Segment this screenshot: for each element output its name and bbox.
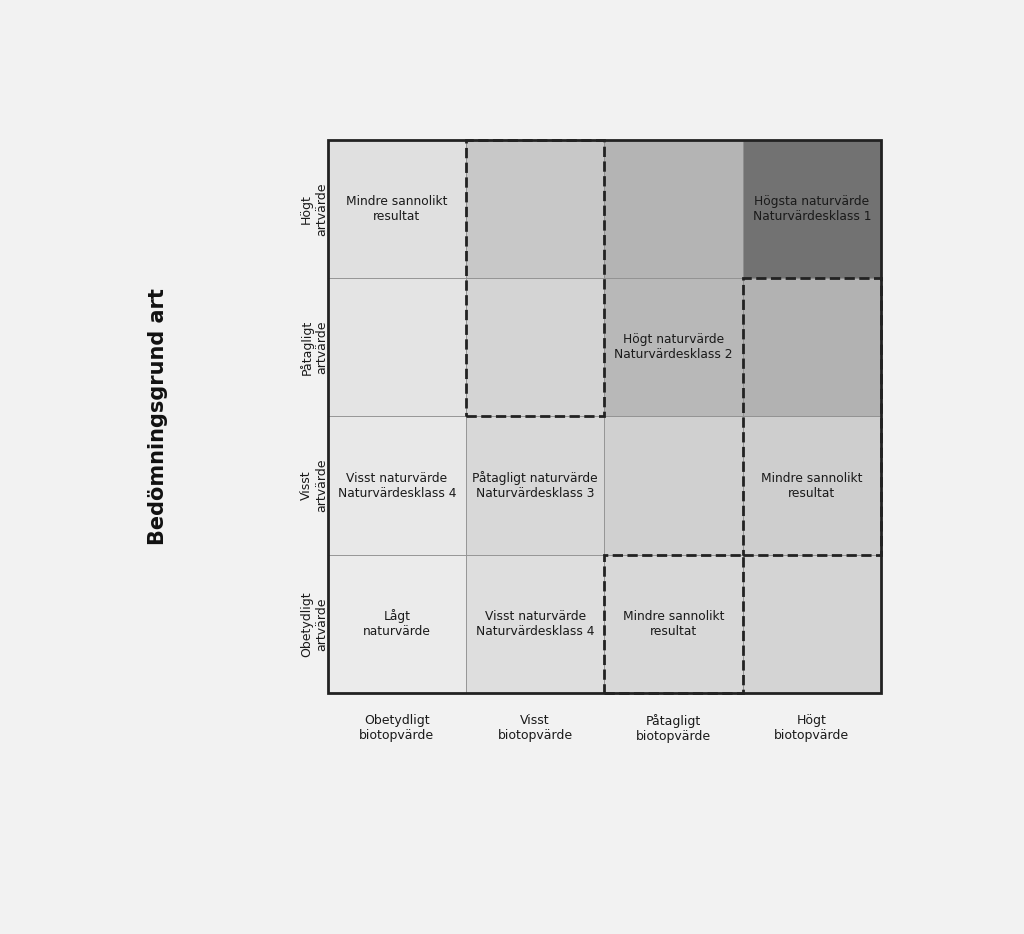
Bar: [466, 140, 604, 278]
Bar: [328, 278, 466, 417]
Bar: [604, 140, 742, 278]
Text: Högt
artvärde: Högt artvärde: [300, 182, 328, 235]
Text: Visst
biotopvärde: Visst biotopvärde: [498, 714, 572, 742]
Bar: [742, 140, 881, 278]
Bar: [742, 417, 881, 555]
Bar: [466, 278, 604, 417]
Bar: [328, 140, 466, 278]
Bar: [604, 417, 742, 555]
Bar: [466, 140, 604, 417]
Bar: [604, 555, 742, 693]
Bar: [328, 417, 466, 555]
Bar: [328, 555, 466, 693]
Bar: [604, 278, 742, 417]
Text: Påtagligt naturvärde
Naturvärdesklass 3: Påtagligt naturvärde Naturvärdesklass 3: [472, 471, 598, 500]
Text: Visst naturvärde
Naturvärdesklass 4: Visst naturvärde Naturvärdesklass 4: [476, 610, 594, 638]
Text: Högt naturvärde
Naturvärdesklass 2: Högt naturvärde Naturvärdesklass 2: [614, 333, 733, 361]
Text: Bedömningsgrund art: Bedömningsgrund art: [147, 288, 168, 545]
Text: Högt
biotopvärde: Högt biotopvärde: [774, 714, 849, 742]
Text: Mindre sannolikt
resultat: Mindre sannolikt resultat: [761, 472, 862, 500]
Bar: [466, 555, 604, 693]
Text: Obetydligt
artvärde: Obetydligt artvärde: [300, 591, 328, 657]
Text: Mindre sannolikt
resultat: Mindre sannolikt resultat: [623, 610, 724, 638]
Bar: [742, 555, 881, 693]
Bar: [742, 278, 881, 555]
Text: Högsta naturvärde
Naturvärdesklass 1: Högsta naturvärde Naturvärdesklass 1: [753, 195, 871, 223]
Bar: [328, 140, 881, 693]
Bar: [466, 417, 604, 555]
Text: Mindre sannolikt
resultat: Mindre sannolikt resultat: [346, 195, 447, 223]
Text: Obetydligt
biotopvärde: Obetydligt biotopvärde: [359, 714, 434, 742]
Text: Visst naturvärde
Naturvärdesklass 4: Visst naturvärde Naturvärdesklass 4: [338, 472, 456, 500]
Text: Visst
artvärde: Visst artvärde: [300, 459, 328, 512]
Bar: [742, 278, 881, 417]
Text: Påtagligt
biotopvärde: Påtagligt biotopvärde: [636, 714, 711, 743]
Bar: [604, 555, 742, 693]
Text: Lågt
naturvärde: Lågt naturvärde: [362, 609, 431, 638]
Text: Påtagligt
artvärde: Påtagligt artvärde: [299, 319, 329, 375]
